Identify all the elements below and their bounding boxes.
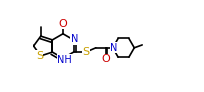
Text: NH: NH <box>57 55 71 65</box>
Text: S: S <box>35 51 43 61</box>
Text: O: O <box>58 19 67 29</box>
Text: S: S <box>82 47 89 57</box>
Text: N: N <box>70 34 78 44</box>
Text: N: N <box>110 43 117 53</box>
Text: O: O <box>101 54 110 64</box>
